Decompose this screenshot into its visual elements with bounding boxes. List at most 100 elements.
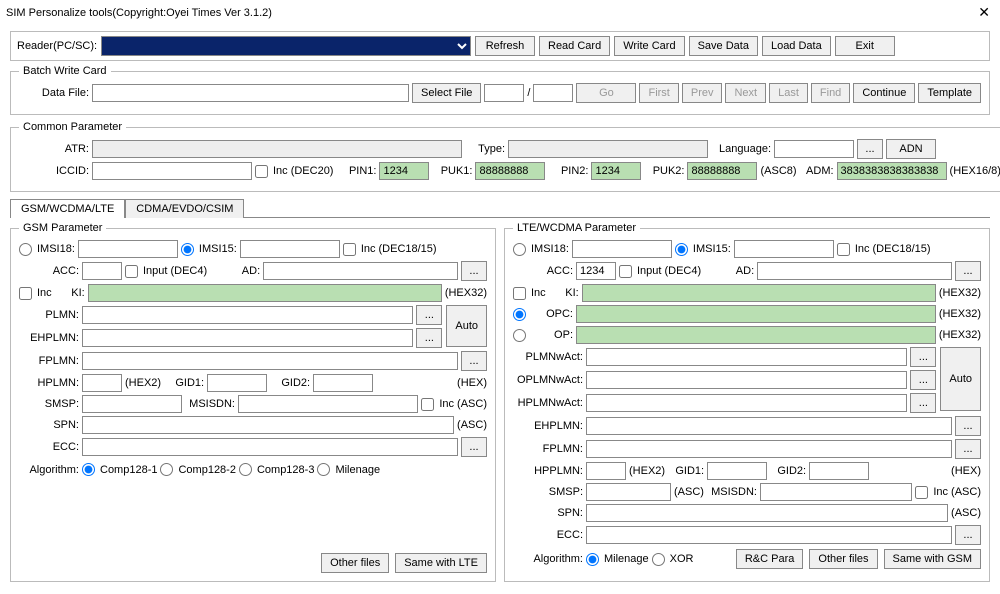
lte-rcpara-button[interactable]: R&C Para (736, 549, 804, 569)
gsm-imsi18-radio[interactable] (19, 243, 32, 256)
close-icon[interactable]: ✕ (974, 4, 994, 21)
reader-select[interactable] (101, 36, 471, 56)
gsm-smsp-input[interactable] (82, 395, 182, 413)
gsm-hplmn-input[interactable] (82, 374, 122, 392)
readcard-button[interactable]: Read Card (539, 36, 610, 56)
gsm-fplmn-ellipsis-button[interactable]: ... (461, 351, 487, 371)
lte-fplmn-input[interactable] (586, 440, 952, 458)
lte-imsi18-radio[interactable] (513, 243, 526, 256)
gsm-ecc-ellipsis-button[interactable]: ... (461, 437, 487, 457)
gsm-fplmn-input[interactable] (82, 352, 458, 370)
lte-imsi-inc-checkbox[interactable] (837, 243, 850, 256)
continue-button[interactable]: Continue (853, 83, 915, 103)
lte-opc-radio[interactable] (513, 308, 526, 321)
lte-hplmnwact-input[interactable] (586, 394, 907, 412)
selectfile-button[interactable]: Select File (412, 83, 481, 103)
gsm-imsi15-radio[interactable] (181, 243, 194, 256)
gsm-imsi15-input[interactable] (240, 240, 340, 258)
gsm-msisdn-inc-checkbox[interactable] (421, 398, 434, 411)
gsm-imsi18-input[interactable] (78, 240, 178, 258)
gsm-acc-input[interactable] (82, 262, 122, 280)
gsm-imsi-inc-checkbox[interactable] (343, 243, 356, 256)
first-button[interactable]: First (639, 83, 678, 103)
puk1-input[interactable] (475, 162, 545, 180)
lte-ehplmn-input[interactable] (586, 417, 952, 435)
lte-plmnwact-ellipsis-button[interactable]: ... (910, 347, 936, 367)
lte-ehplmn-ellipsis-button[interactable]: ... (955, 416, 981, 436)
iccid-inc-checkbox[interactable] (255, 165, 268, 178)
template-button[interactable]: Template (918, 83, 981, 103)
lte-msisdn-input[interactable] (760, 483, 912, 501)
lte-opc-input[interactable] (576, 305, 936, 323)
gsm-mil-radio[interactable] (317, 463, 330, 476)
datafile-input[interactable] (92, 84, 409, 102)
gsm-plmn-ellipsis-button[interactable]: ... (416, 305, 442, 325)
lte-plmnwact-input[interactable] (586, 348, 907, 366)
pin2-input[interactable] (591, 162, 641, 180)
gsm-spn-input[interactable] (82, 416, 454, 434)
loaddata-button[interactable]: Load Data (762, 36, 831, 56)
gsm-ehplmn-input[interactable] (82, 329, 413, 347)
refresh-button[interactable]: Refresh (475, 36, 535, 56)
lte-samewithgsm-button[interactable]: Same with GSM (884, 549, 981, 569)
language-ellipsis-button[interactable]: ... (857, 139, 883, 159)
lte-op-radio[interactable] (513, 329, 526, 342)
lte-ad-ellipsis-button[interactable]: ... (955, 261, 981, 281)
gsm-msisdn-input[interactable] (238, 395, 418, 413)
gsm-c3-radio[interactable] (239, 463, 252, 476)
lte-smsp-input[interactable] (586, 483, 671, 501)
lte-ki-input[interactable] (582, 284, 936, 302)
gsm-ki-inc-checkbox[interactable] (19, 287, 32, 300)
savedata-button[interactable]: Save Data (689, 36, 758, 56)
lte-gid1-input[interactable] (707, 462, 767, 480)
lte-hplmnwact-ellipsis-button[interactable]: ... (910, 393, 936, 413)
batch-from-input[interactable] (484, 84, 524, 102)
type-input[interactable] (508, 140, 708, 158)
gsm-ad-input[interactable] (263, 262, 458, 280)
lte-oplmnwact-ellipsis-button[interactable]: ... (910, 370, 936, 390)
lte-imsi15-radio[interactable] (675, 243, 688, 256)
lte-input-checkbox[interactable] (619, 265, 632, 278)
lte-fplmn-ellipsis-button[interactable]: ... (955, 439, 981, 459)
gsm-ad-ellipsis-button[interactable]: ... (461, 261, 487, 281)
lte-ecc-input[interactable] (586, 526, 952, 544)
adn-button[interactable]: ADN (886, 139, 936, 159)
atr-input[interactable] (92, 140, 462, 158)
gsm-ecc-input[interactable] (82, 438, 458, 456)
lte-auto-button[interactable]: Auto (940, 347, 981, 411)
gsm-gid2-input[interactable] (313, 374, 373, 392)
tab-cdma[interactable]: CDMA/EVDO/CSIM (125, 199, 244, 218)
batch-to-input[interactable] (533, 84, 573, 102)
gsm-auto-button[interactable]: Auto (446, 305, 487, 347)
tab-gsm[interactable]: GSM/WCDMA/LTE (10, 199, 125, 218)
lte-imsi15-input[interactable] (734, 240, 834, 258)
lte-acc-input[interactable] (576, 262, 616, 280)
gsm-samewithlte-button[interactable]: Same with LTE (395, 553, 487, 573)
gsm-ehplmn-ellipsis-button[interactable]: ... (416, 328, 442, 348)
gsm-gid1-input[interactable] (207, 374, 267, 392)
lte-oplmnwact-input[interactable] (586, 371, 907, 389)
gsm-plmn-input[interactable] (82, 306, 413, 324)
lte-hpplmn-input[interactable] (586, 462, 626, 480)
adm-input[interactable] (837, 162, 947, 180)
gsm-ki-input[interactable] (88, 284, 442, 302)
lte-gid2-input[interactable] (809, 462, 869, 480)
find-button[interactable]: Find (811, 83, 850, 103)
gsm-c1-radio[interactable] (82, 463, 95, 476)
iccid-input[interactable] (92, 162, 252, 180)
writecard-button[interactable]: Write Card (614, 36, 684, 56)
lte-ad-input[interactable] (757, 262, 952, 280)
prev-button[interactable]: Prev (682, 83, 723, 103)
last-button[interactable]: Last (769, 83, 808, 103)
gsm-otherfiles-button[interactable]: Other files (321, 553, 389, 573)
puk2-input[interactable] (687, 162, 757, 180)
pin1-input[interactable] (379, 162, 429, 180)
gsm-input-checkbox[interactable] (125, 265, 138, 278)
language-input[interactable] (774, 140, 854, 158)
next-button[interactable]: Next (725, 83, 766, 103)
lte-spn-input[interactable] (586, 504, 948, 522)
lte-otherfiles-button[interactable]: Other files (809, 549, 877, 569)
lte-ki-inc-checkbox[interactable] (513, 287, 526, 300)
lte-ecc-ellipsis-button[interactable]: ... (955, 525, 981, 545)
gsm-c2-radio[interactable] (160, 463, 173, 476)
